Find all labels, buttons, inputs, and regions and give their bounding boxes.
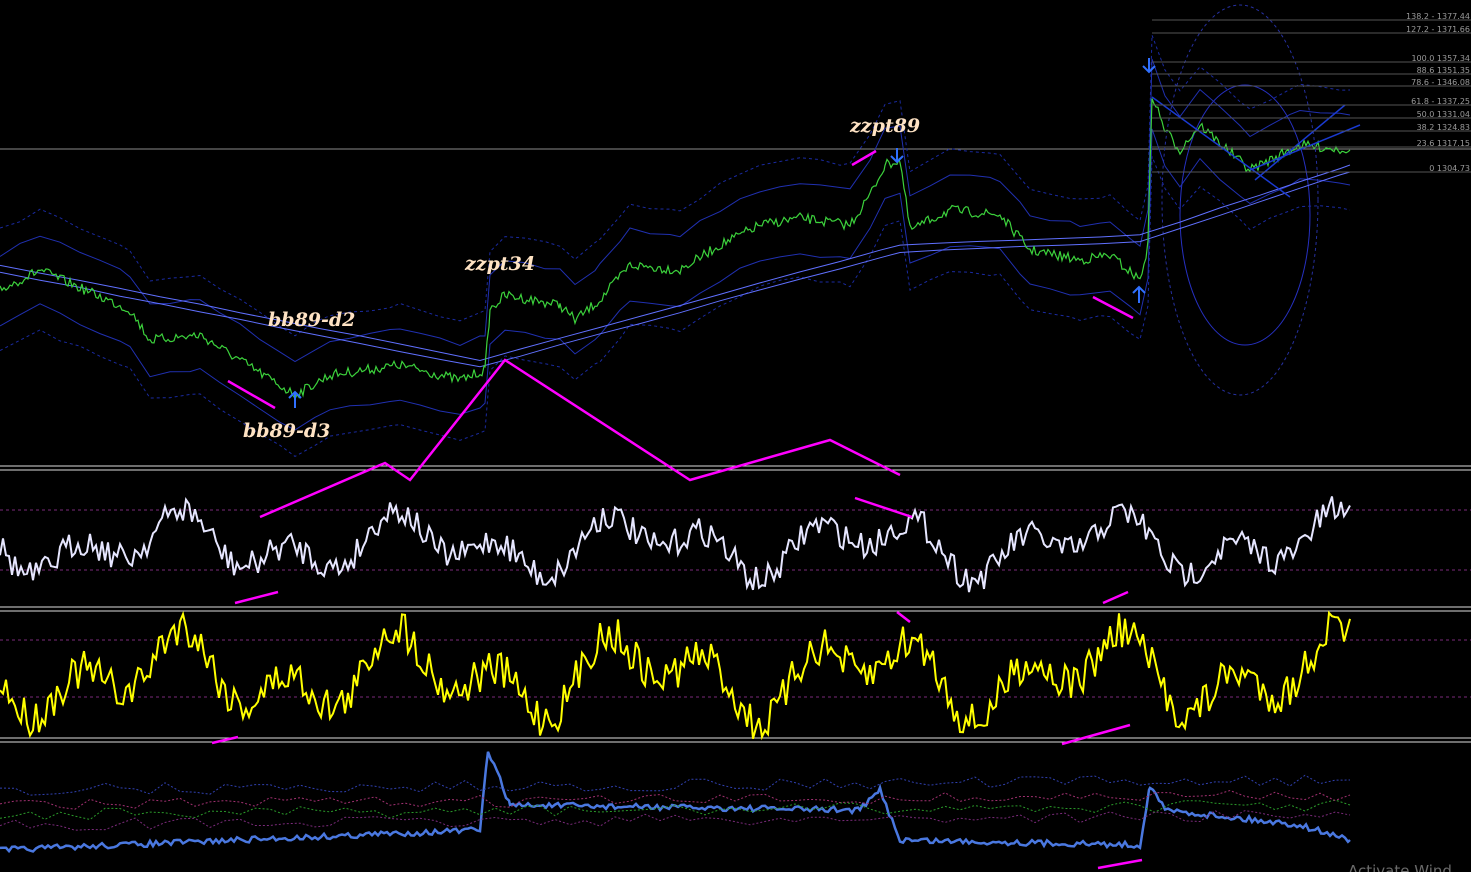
bollinger-band: [0, 58, 1351, 363]
indicator-line: [0, 751, 1351, 854]
price: [0, 98, 1351, 401]
watermark: Activate Wind: [1348, 862, 1452, 872]
zigzag: [259, 358, 901, 519]
indicator-band: [0, 789, 1351, 810]
annotation: zzpt89: [849, 115, 920, 137]
moving-average: [0, 164, 1351, 362]
oscillator-levels: [0, 509, 1471, 698]
moving-average: [0, 171, 1351, 368]
fractal-arrows: [288, 58, 1156, 408]
bollinger-band: [0, 156, 1351, 457]
oscillator: [0, 496, 1351, 593]
bollinger-band: [0, 34, 1351, 337]
annotation: bb89-d3: [243, 420, 330, 442]
fib-label: 127.2 - 1371.66: [1406, 25, 1470, 34]
fib-label: 23.6 1317.15: [1417, 139, 1470, 148]
annotation: bb89-d2: [268, 309, 355, 331]
fib-label: 50.0 1331.04: [1417, 110, 1470, 119]
signal-arrows: [211, 149, 1143, 870]
fib-label: 88.6 1351.35: [1417, 66, 1470, 75]
ellipse-band: [1161, 4, 1319, 396]
annotation: zzpt34: [464, 253, 535, 275]
indicator-band: [0, 774, 1351, 796]
ellipse-band: [1179, 84, 1311, 346]
fib-label: 0 1304.73: [1429, 164, 1470, 173]
indicator-band: [0, 799, 1351, 821]
fib-label: 78.6 - 1346.08: [1411, 78, 1470, 87]
fib-label: 138.2 - 1377.44: [1406, 12, 1470, 21]
fib-label: 38.2 1324.83: [1417, 123, 1470, 132]
oscillator: [0, 610, 1351, 741]
bollinger-band: [0, 128, 1351, 431]
indicator-band: [0, 810, 1351, 831]
fib-label: 61.8 - 1337.25: [1411, 97, 1470, 106]
fib-label: 100.0 1357.34: [1411, 54, 1470, 63]
